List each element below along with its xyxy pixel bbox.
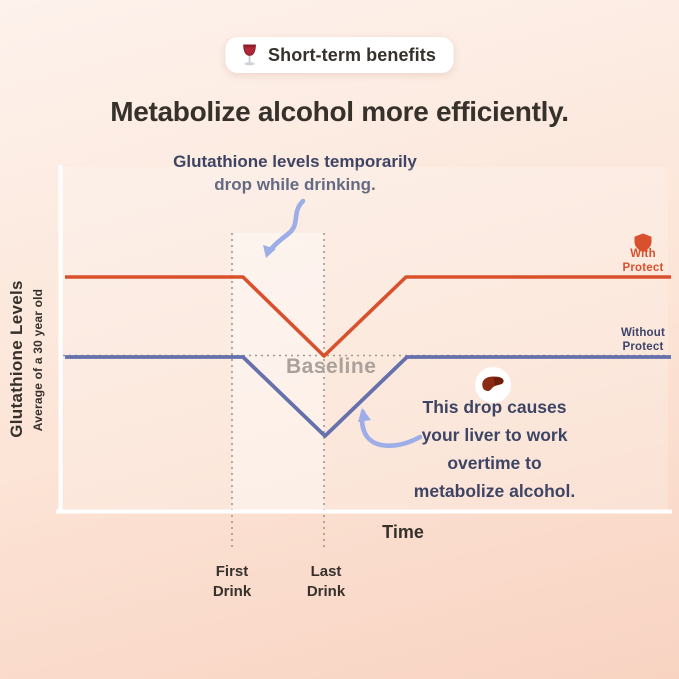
top-annotation-arrow bbox=[263, 198, 306, 258]
y-axis-subtitle: Average of a 30 year old bbox=[31, 288, 45, 432]
liver-icon bbox=[475, 367, 511, 403]
x-tick-last-drink: Last Drink bbox=[306, 563, 346, 600]
x-axis-title: Time bbox=[382, 522, 424, 542]
bottom-annotation-arrow bbox=[358, 408, 423, 448]
annotation-top: Glutathione levels temporarily drop whil… bbox=[173, 152, 417, 194]
short-term-benefits-badge: Short-term benefits bbox=[225, 37, 454, 73]
y-axis-title: Glutathione Levels bbox=[7, 280, 26, 438]
page-title: Metabolize alcohol more efficiently. bbox=[110, 96, 569, 127]
shield-icon bbox=[634, 233, 652, 253]
series-label-without-protect: Without Protect bbox=[620, 327, 666, 353]
series-label-with-protect: With Protect bbox=[622, 248, 664, 274]
wine-glass-icon bbox=[242, 44, 256, 66]
x-tick-first-drink: First Drink bbox=[212, 563, 252, 600]
baseline-label: Baseline bbox=[286, 355, 377, 378]
without-protect-line bbox=[65, 355, 671, 438]
badge-label: Short-term benefits bbox=[268, 44, 436, 65]
annotation-bottom: This drop causes your liver to work over… bbox=[413, 397, 576, 501]
plot-area bbox=[61, 167, 668, 511]
with-protect-line bbox=[65, 275, 671, 358]
